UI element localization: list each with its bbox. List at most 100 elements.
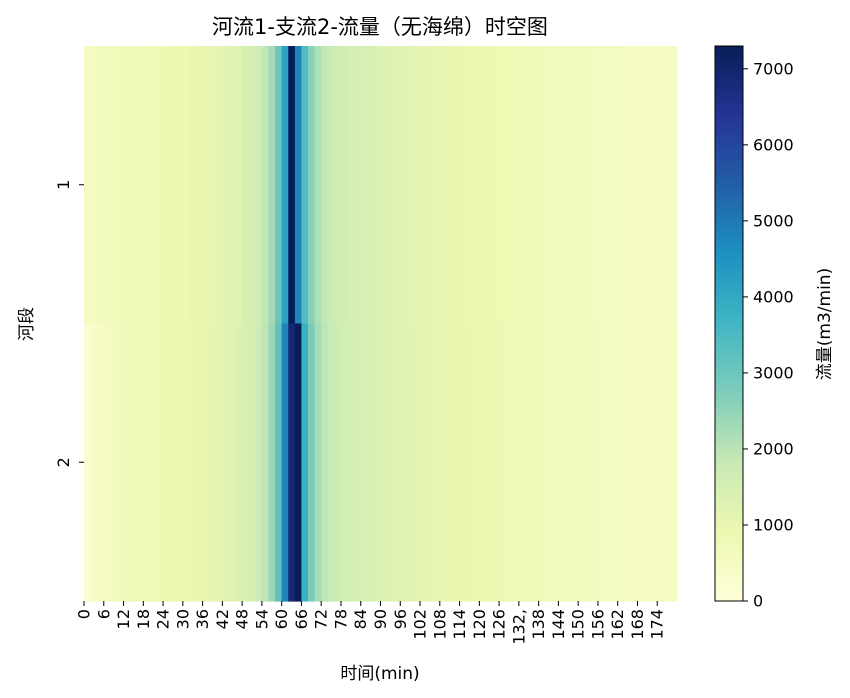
heatmap-cell bbox=[136, 323, 144, 602]
heatmap-cell bbox=[604, 46, 612, 325]
heatmap-cell bbox=[611, 46, 619, 325]
heatmap-cell bbox=[281, 46, 289, 325]
heatmap-cell bbox=[400, 323, 408, 602]
heatmap-cell bbox=[103, 46, 111, 325]
heatmap-cell bbox=[630, 46, 639, 325]
heatmap-cell bbox=[630, 323, 639, 602]
heatmap-cell bbox=[657, 323, 665, 602]
heatmap-cell bbox=[466, 323, 474, 602]
heatmap-cell bbox=[571, 46, 579, 325]
x-tick-label: 108 bbox=[430, 609, 449, 640]
heatmap-cell bbox=[545, 323, 553, 602]
heatmap-cell bbox=[149, 323, 158, 602]
heatmap-cell bbox=[268, 46, 276, 325]
colorbar bbox=[714, 45, 744, 602]
heatmap-cell bbox=[459, 323, 467, 602]
heatmap-cell bbox=[624, 46, 632, 325]
heatmap-cell bbox=[321, 46, 329, 325]
heatmap-cell bbox=[116, 323, 125, 602]
heatmap-cell bbox=[439, 323, 447, 602]
heatmap-cell bbox=[163, 46, 171, 325]
heatmap-cell bbox=[617, 323, 625, 602]
heatmap-cell bbox=[617, 46, 625, 325]
heatmap-cell bbox=[518, 323, 527, 602]
heatmap-cell bbox=[354, 46, 362, 325]
heatmap-cell bbox=[597, 46, 606, 325]
x-tick-label: 144 bbox=[549, 609, 568, 640]
heatmap-cell bbox=[406, 46, 415, 325]
heatmap-cell bbox=[650, 46, 658, 325]
heatmap-cell bbox=[242, 46, 250, 325]
heatmap-cell bbox=[97, 46, 105, 325]
heatmap-cell bbox=[123, 46, 131, 325]
heatmap-cell bbox=[228, 46, 237, 325]
heatmap-cell bbox=[597, 323, 606, 602]
heatmap-cell bbox=[308, 323, 316, 602]
heatmap-cell bbox=[551, 323, 559, 602]
heatmap-cell bbox=[228, 323, 237, 602]
heatmap-cell bbox=[505, 46, 513, 325]
heatmap-cell bbox=[492, 46, 500, 325]
x-tick-label: 174 bbox=[648, 609, 667, 640]
heatmap-cell bbox=[314, 323, 322, 602]
heatmap-cell bbox=[479, 46, 487, 325]
heatmap-cell bbox=[209, 46, 217, 325]
heatmap-cell bbox=[564, 323, 573, 602]
x-tick-label: 102 bbox=[411, 609, 430, 640]
heatmap-cell bbox=[360, 46, 368, 325]
heatmap-cell bbox=[281, 323, 289, 602]
heatmap-cell bbox=[499, 323, 507, 602]
heatmap-cell bbox=[84, 323, 92, 602]
heatmap-cell bbox=[321, 323, 329, 602]
heatmap-cell bbox=[347, 323, 355, 602]
x-tick-label: 30 bbox=[173, 609, 192, 629]
x-tick-label: 36 bbox=[193, 609, 212, 629]
x-tick-label: 42 bbox=[213, 609, 232, 629]
x-tick-label: 72 bbox=[312, 609, 331, 629]
heatmap-cell bbox=[439, 46, 447, 325]
heatmap-cell bbox=[327, 46, 335, 325]
heatmap-cell bbox=[103, 323, 111, 602]
heatmap-cell bbox=[611, 323, 619, 602]
heatmap-cell bbox=[182, 323, 191, 602]
heatmap-cell bbox=[222, 46, 230, 325]
heatmap-cell bbox=[393, 323, 401, 602]
heatmap-cell bbox=[373, 46, 382, 325]
x-tick-label: 96 bbox=[391, 609, 410, 629]
heatmap-cell bbox=[433, 46, 441, 325]
heatmap-cell bbox=[650, 323, 658, 602]
heatmap-cell bbox=[202, 323, 210, 602]
heatmap-cell bbox=[314, 46, 322, 325]
heatmap-cell bbox=[347, 46, 355, 325]
heatmap-cell bbox=[84, 46, 92, 325]
heatmap-cell bbox=[485, 46, 494, 325]
x-tick-label: 78 bbox=[331, 609, 350, 629]
heatmap-cell bbox=[288, 46, 296, 325]
heatmap-cell bbox=[406, 323, 415, 602]
x-tick-label: 24 bbox=[154, 609, 173, 629]
heatmap-cell bbox=[584, 46, 592, 325]
x-tick-label: 18 bbox=[134, 609, 153, 629]
x-tick-label: 90 bbox=[371, 609, 390, 629]
colorbar-tick-label: 5000 bbox=[753, 211, 794, 230]
y-axis-ticks: 12 bbox=[54, 180, 84, 467]
heatmap-cell bbox=[505, 323, 513, 602]
x-tick-label: 132, bbox=[509, 609, 528, 645]
heatmap-cell bbox=[466, 46, 474, 325]
heatmap-cell bbox=[196, 323, 204, 602]
heatmap-cell bbox=[340, 323, 349, 602]
heatmap-cell bbox=[97, 323, 105, 602]
heatmap-cell bbox=[367, 323, 375, 602]
heatmap-cell bbox=[472, 323, 480, 602]
heatmap-cell bbox=[288, 323, 296, 602]
heatmap-cell bbox=[130, 46, 138, 325]
heatmap-cell bbox=[367, 46, 375, 325]
colorbar-tick-label: 2000 bbox=[753, 439, 794, 458]
heatmap-cell bbox=[275, 46, 283, 325]
colorbar-label: 流量(m3/min) bbox=[815, 268, 835, 380]
heatmap-cell bbox=[90, 323, 98, 602]
chart-title: 河流1-支流2-流量（无海绵）时空图 bbox=[212, 15, 548, 39]
heatmap-cell bbox=[222, 323, 230, 602]
heatmap-cell bbox=[426, 46, 434, 325]
